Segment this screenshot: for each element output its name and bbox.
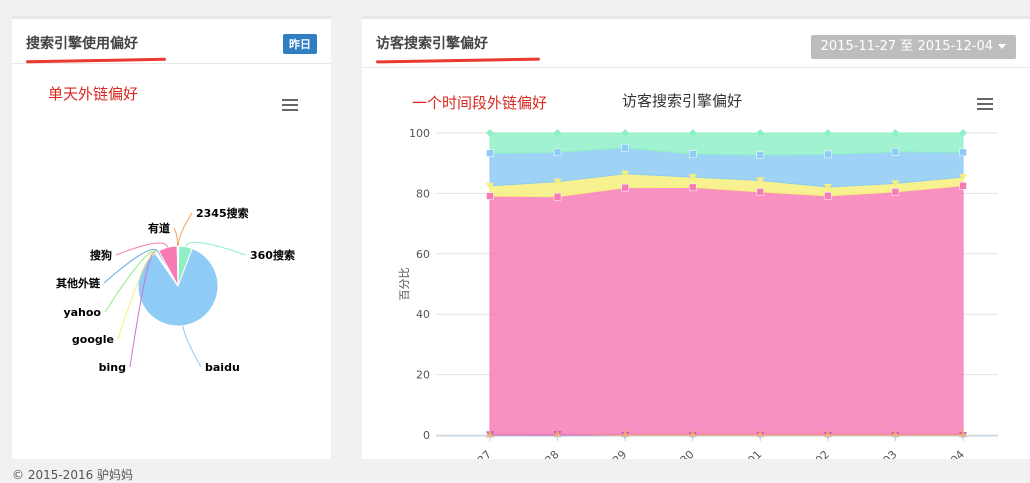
data-point-marker[interactable] — [553, 430, 562, 438]
data-point-marker[interactable] — [486, 149, 494, 157]
pie-connector — [185, 241, 247, 256]
data-point-marker[interactable] — [621, 129, 630, 137]
data-point-marker[interactable] — [553, 192, 562, 201]
data-point-marker[interactable] — [824, 150, 832, 159]
y-tick-label: 80 — [416, 187, 430, 200]
y-tick-label: 20 — [416, 369, 430, 382]
data-point-marker[interactable] — [688, 174, 697, 182]
data-point-marker[interactable] — [756, 177, 765, 185]
right-panel-title: 访客搜索引擎偏好 — [376, 36, 488, 52]
area-chart-title: 访客搜索引擎偏好 — [622, 92, 743, 110]
data-point-marker[interactable] — [756, 151, 765, 159]
footer-copyright: © 2015-2016 驴妈妈 — [12, 468, 134, 482]
yesterday-badge[interactable]: 昨日 — [283, 34, 317, 54]
left-panel-title: 搜索引擎使用偏好 — [26, 36, 138, 52]
pie-connector — [115, 242, 169, 256]
y-tick-label: 100 — [409, 127, 430, 140]
pie-connector — [117, 251, 157, 340]
data-point-marker[interactable] — [688, 183, 697, 192]
pie-label: 搜狗 — [90, 248, 112, 262]
pie-label: 2345搜索 — [196, 206, 249, 220]
data-point-marker[interactable] — [824, 192, 832, 200]
data-point-marker[interactable] — [553, 178, 562, 186]
data-point-marker[interactable] — [621, 170, 630, 178]
x-tick-label: 02 — [813, 448, 832, 459]
pie-label: baidu — [205, 361, 240, 374]
date-range-label: 2015-11-27 至 2015-12-04 — [820, 39, 993, 54]
y-tick-label: 60 — [416, 248, 430, 261]
pie-label: 360搜索 — [250, 248, 295, 262]
right-annotation: 一个时间段外链偏好 — [412, 94, 548, 112]
date-range-dropdown[interactable]: 2015-11-27 至 2015-12-04 — [810, 35, 1016, 59]
pie-connector — [103, 248, 159, 284]
pie-slice[interactable] — [137, 247, 219, 327]
pie-label: 其他外链 — [56, 276, 101, 290]
x-tick-label: 04 — [948, 448, 967, 459]
data-point-marker[interactable] — [553, 129, 562, 137]
caret-down-icon — [998, 44, 1006, 49]
data-point-marker[interactable] — [621, 183, 629, 192]
area-series[interactable] — [489, 185, 964, 435]
x-tick-label: 29 — [610, 448, 629, 459]
data-point-marker[interactable] — [959, 182, 967, 190]
x-tick-label: 01 — [745, 448, 764, 459]
data-point-marker[interactable] — [891, 180, 900, 188]
y-tick-label: 40 — [416, 308, 430, 321]
data-point-marker[interactable] — [688, 430, 697, 438]
right-chart-menu-icon[interactable] — [977, 98, 993, 110]
data-point-marker[interactable] — [621, 144, 629, 152]
data-point-marker[interactable] — [486, 129, 494, 137]
data-point-marker[interactable] — [959, 430, 967, 438]
data-point-marker[interactable] — [688, 129, 697, 137]
left-chart-menu-icon[interactable] — [282, 99, 298, 111]
data-point-marker[interactable] — [891, 430, 900, 438]
data-point-marker[interactable] — [486, 192, 494, 200]
x-tick-label: 27 — [475, 448, 494, 459]
data-point-marker[interactable] — [756, 430, 765, 438]
data-point-marker[interactable] — [891, 188, 900, 196]
left-annotation: 单天外链偏好 — [48, 85, 139, 103]
pie-chart: 2345搜索 360搜索 baidu bing google yahoo 其他外链 搜狗 有道 — [56, 206, 295, 374]
pie-connector — [182, 325, 202, 368]
pie-connector — [173, 227, 179, 247]
right-panel-header: 访客搜索引擎偏好 2015-11-27 至 2015-12-04 — [362, 19, 1030, 68]
x-tick-label: 28 — [543, 448, 562, 459]
data-point-marker[interactable] — [959, 129, 967, 137]
data-point-marker[interactable] — [553, 148, 562, 157]
data-point-marker[interactable] — [486, 182, 494, 190]
pie-label: bing — [99, 361, 126, 374]
data-point-marker[interactable] — [891, 129, 900, 137]
data-point-marker[interactable] — [823, 430, 832, 438]
pie-label: 有道 — [148, 221, 170, 235]
data-point-marker[interactable] — [756, 129, 765, 137]
data-point-marker[interactable] — [823, 129, 832, 137]
left-panel-header: 搜索引擎使用偏好 昨日 — [12, 19, 331, 64]
data-point-marker[interactable] — [891, 147, 900, 156]
data-point-marker[interactable] — [688, 150, 697, 158]
y-axis-label: 百分比 — [398, 268, 411, 301]
x-tick-label: 03 — [880, 448, 899, 459]
x-tick-label: 30 — [678, 448, 697, 459]
data-point-marker[interactable] — [959, 174, 967, 182]
data-point-marker[interactable] — [959, 148, 967, 157]
pie-label: yahoo — [63, 306, 101, 319]
left-panel: 搜索引擎使用偏好 昨日 单天外链偏好 2345搜索 360搜索 baidu bing g… — [12, 16, 331, 459]
pie-connector — [129, 251, 156, 368]
data-point-marker[interactable] — [621, 430, 630, 438]
data-point-marker[interactable] — [756, 188, 765, 196]
y-tick-label: 0 — [423, 429, 430, 442]
pie-label: google — [72, 333, 114, 346]
right-panel: 访客搜索引擎偏好 2015-11-27 至 2015-12-04 一个时间段外链… — [362, 16, 1030, 459]
area-chart: 0 20 40 60 80 100 百分比 27 28 29 30 01 02 03 04 — [398, 127, 998, 459]
pie-connector — [104, 250, 158, 313]
data-point-marker[interactable] — [823, 184, 832, 192]
pie-connector — [177, 212, 193, 247]
